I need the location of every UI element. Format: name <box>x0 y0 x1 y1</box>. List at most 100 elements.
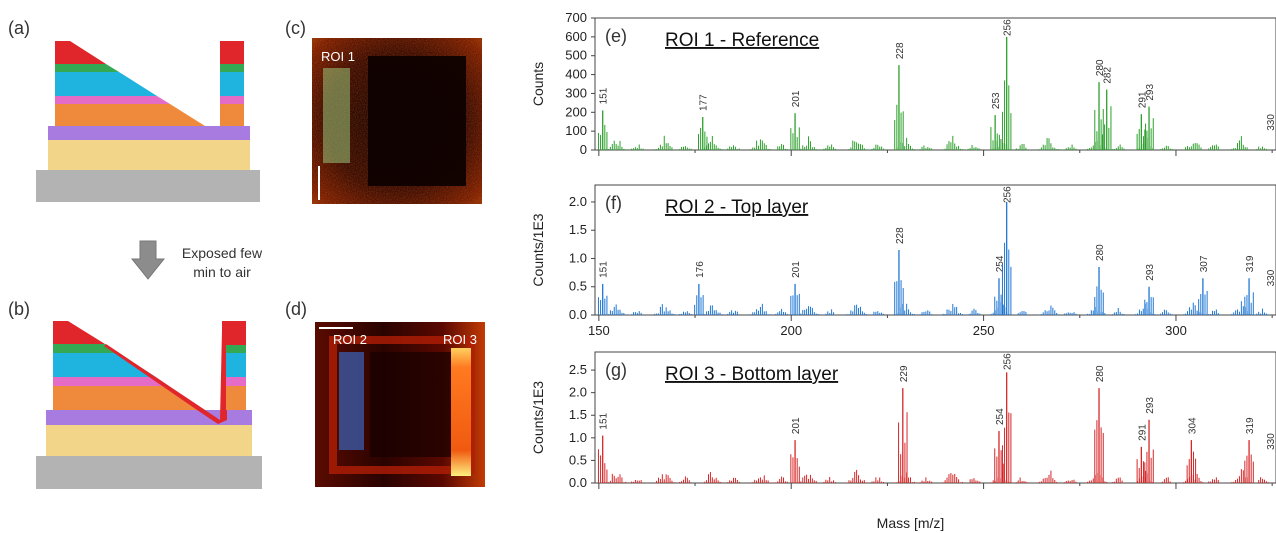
spectrum-panel-2: 0.0 0.5 1.0 1.5 2.0 Counts/1E3 150 200 250 300 151… <box>530 184 1276 338</box>
arrow-note-line-2: min to air <box>193 264 251 280</box>
down-arrow-icon <box>130 240 166 280</box>
y-axis-label: Counts/1E3 <box>530 381 546 454</box>
y-tick-label: 600 <box>565 29 587 44</box>
roi1-label: ROI 1 <box>321 49 355 64</box>
peak-label: 256 <box>1003 353 1014 370</box>
peak-label: 291 <box>1137 424 1148 441</box>
x-tick-label: 300 <box>1165 323 1187 338</box>
roi3-label: ROI 3 <box>443 332 477 347</box>
plot-frame <box>594 184 1276 316</box>
pillar-orange-b <box>226 386 246 410</box>
y-tick-label: 1.0 <box>569 430 587 445</box>
spectrum-title: ROI 1 - Reference <box>665 30 819 51</box>
peak-label: 280 <box>1095 244 1106 261</box>
substrate-b <box>36 456 262 489</box>
pillar-pink-b <box>226 377 246 386</box>
peak-label: 254 <box>995 255 1006 272</box>
purple-layer-b <box>46 410 252 425</box>
spectrum-panel-letter: (g) <box>605 360 627 380</box>
peak-label: 319 <box>1245 255 1256 272</box>
pillar-cyan-b <box>226 353 246 377</box>
pillar-cyan-a <box>220 72 244 96</box>
peak-label: 228 <box>895 227 906 244</box>
arrow-note-line-1: Exposed few <box>181 245 263 261</box>
wedge-tip-a <box>205 126 228 137</box>
peak-label: 280 <box>1095 365 1106 382</box>
image-d <box>315 322 485 487</box>
y-tick-label: 400 <box>565 67 587 82</box>
peak-label: 256 <box>1003 186 1014 203</box>
y-axis-label: Counts <box>530 62 546 106</box>
y-tick-label: 700 <box>565 10 587 25</box>
y-tick-label: 100 <box>565 123 587 138</box>
green-layer-b <box>53 344 118 353</box>
pillar-pink-a <box>220 96 244 104</box>
peak-label: 319 <box>1245 417 1256 434</box>
y-tick-label: 2.5 <box>569 362 587 377</box>
pillar-orange-a <box>220 104 244 126</box>
cyan-layer-a <box>55 72 157 96</box>
peak-label: 293 <box>1145 264 1156 281</box>
y-tick-label: 500 <box>565 48 587 63</box>
plot-frame <box>594 351 1276 484</box>
x-axis-label: Mass [m/z] <box>877 515 945 531</box>
spectrum-panel-1: 0 100 200 300 400 500 600 700 Counts 151 177 201 228… <box>530 10 1276 157</box>
peak-label: 291 <box>1137 91 1148 108</box>
panel-label-d: (d) <box>285 299 307 319</box>
y-tick-label: 1.5 <box>569 407 587 422</box>
panel-label-a: (a) <box>8 18 30 38</box>
roi1-region <box>323 68 350 163</box>
spectrum-panel-letter: (e) <box>605 26 627 46</box>
peak-label: 282 <box>1103 67 1114 84</box>
peak-label: 293 <box>1145 397 1156 414</box>
panel-label-b: (b) <box>8 299 30 319</box>
peak-label: 151 <box>599 261 610 278</box>
peak-label: 176 <box>695 261 706 278</box>
y-tick-label: 0.5 <box>569 452 587 467</box>
peak-label: 151 <box>599 87 610 104</box>
yellow-layer-b <box>46 425 252 456</box>
y-tick-label: 0 <box>580 142 587 157</box>
y-tick-label: 0.5 <box>569 279 587 294</box>
peak-label: 253 <box>991 92 1002 109</box>
red-layer-a <box>55 41 106 64</box>
pillar-green-b <box>226 345 246 353</box>
y-tick-label: 300 <box>565 85 587 100</box>
pink-layer-a <box>55 96 170 104</box>
peak-label: 201 <box>791 261 802 278</box>
red-layer-b <box>53 321 105 344</box>
x-tick-label: 150 <box>588 323 610 338</box>
image-c <box>312 38 482 204</box>
y-axis-label: Counts/1E3 <box>530 213 546 286</box>
roi2-region <box>339 352 364 450</box>
orange-layer-b <box>53 386 205 410</box>
spectrum-panel-3: 0.0 0.5 1.0 1.5 2.0 2.5 Counts/1E3 151 201 229 254… <box>530 351 1276 531</box>
yellow-layer-a <box>48 140 250 170</box>
peak-label: 280 <box>1095 59 1106 76</box>
green-layer-a <box>55 64 119 72</box>
peak-label: 330 <box>1266 114 1276 131</box>
roi2-label: ROI 2 <box>333 332 367 347</box>
spectrum-panel-letter: (f) <box>605 193 622 213</box>
panel-label-c: (c) <box>285 18 306 38</box>
peak-label: 228 <box>895 42 906 59</box>
peak-label: 256 <box>1003 19 1014 36</box>
y-tick-label: 0.0 <box>569 307 587 322</box>
pink-layer-b <box>53 377 169 386</box>
y-tick-label: 0.0 <box>569 475 587 490</box>
pillar-red-a <box>220 41 244 64</box>
roi3-region <box>451 348 471 476</box>
y-tick-label: 2.0 <box>569 385 587 400</box>
spectra-svg: 0 100 200 300 400 500 600 700 Counts 151 177 201 228… <box>530 10 1276 531</box>
peak-label: 293 <box>1145 84 1156 101</box>
peak-label: 330 <box>1266 433 1276 450</box>
spectrum-title: ROI 2 - Top layer <box>665 197 809 218</box>
image-d-inner <box>370 352 455 457</box>
pillar-green-a <box>220 64 244 72</box>
arrow-note: Exposed few min to air <box>172 244 272 282</box>
peak-label: 151 <box>599 412 610 429</box>
schematic-a <box>36 41 260 202</box>
plot-frame <box>594 17 1276 151</box>
cyan-layer-b <box>53 353 156 377</box>
purple-layer-a <box>48 126 250 140</box>
